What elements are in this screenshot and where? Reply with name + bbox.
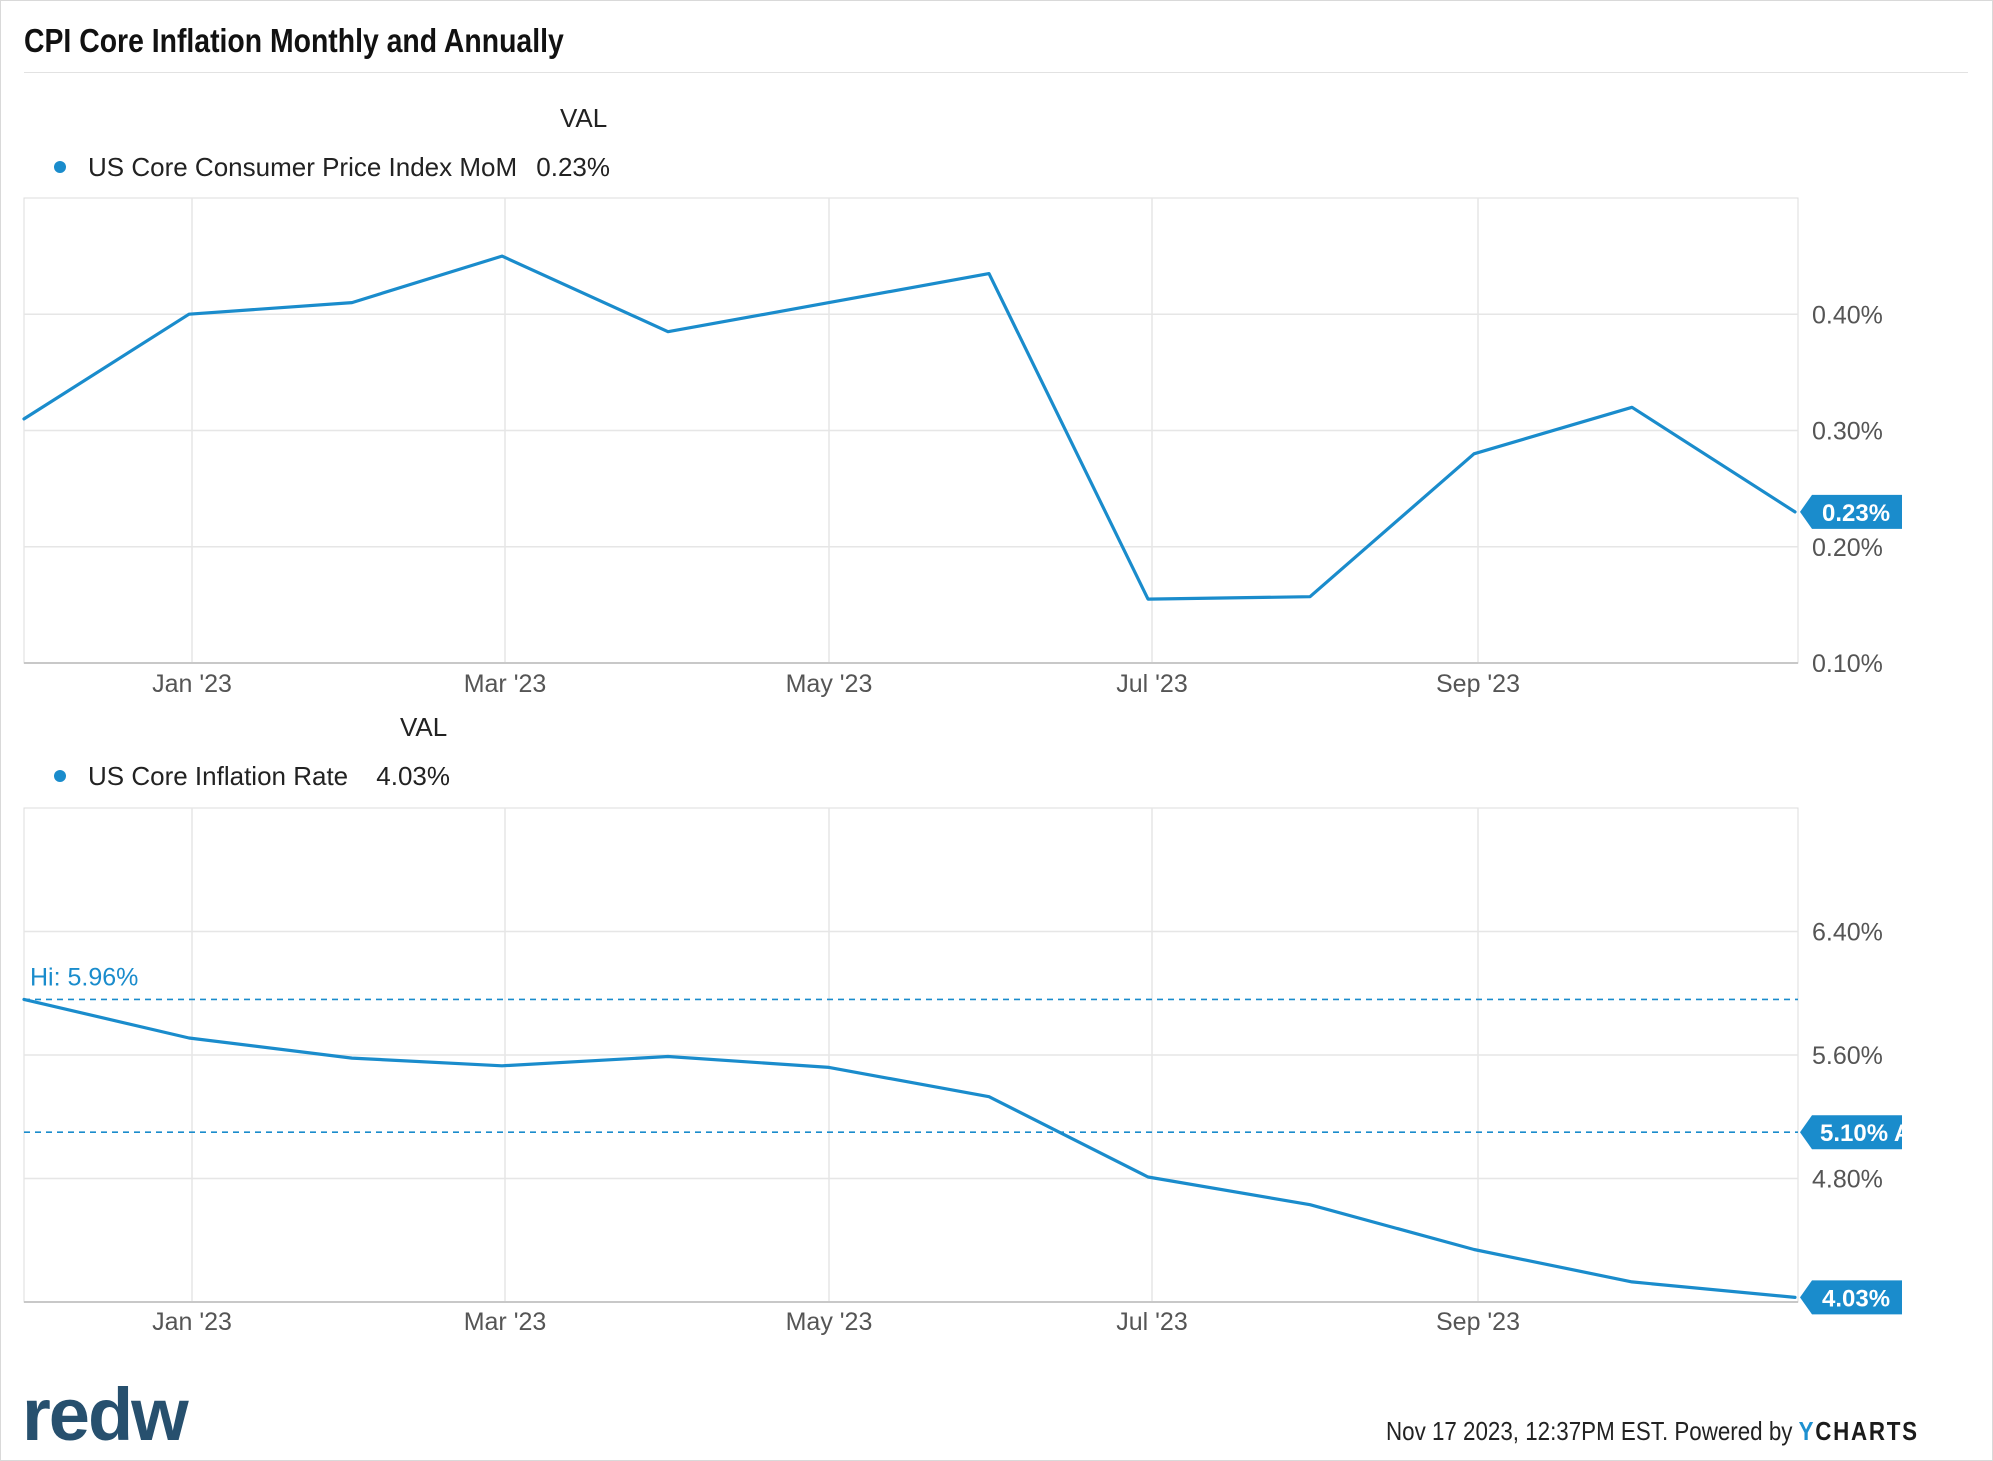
x-tick-label: Sep '23 bbox=[1436, 1308, 1520, 1336]
title-divider bbox=[24, 72, 1968, 73]
x-tick-label: Mar '23 bbox=[464, 1308, 547, 1336]
x-tick-label: Jul '23 bbox=[1116, 670, 1187, 698]
hi-label: Hi: 5.96% bbox=[30, 963, 138, 991]
avg-badge bbox=[1800, 1115, 1902, 1150]
y-tick-label: 0.20% bbox=[1812, 534, 1883, 562]
x-tick-label: Jan '23 bbox=[152, 670, 232, 698]
x-tick-label: Mar '23 bbox=[464, 670, 547, 698]
legend-val-header: VAL bbox=[560, 103, 607, 133]
series-line bbox=[22, 254, 1797, 601]
legend-value: 4.03% bbox=[376, 761, 450, 791]
ycharts-logo: YCHARTS bbox=[1798, 1416, 1919, 1446]
x-tick-label: May '23 bbox=[786, 670, 873, 698]
chart-panel-1: VAL US Core Consumer Price Index MoM 0.23%… bbox=[22, 103, 1902, 698]
legend-marker bbox=[54, 770, 66, 782]
y-tick-label: 0.10% bbox=[1812, 650, 1883, 678]
y-tick-label: 0.30% bbox=[1812, 418, 1883, 446]
chart-title: CPI Core Inflation Monthly and Annually bbox=[24, 22, 564, 59]
series-line bbox=[22, 997, 1797, 1299]
end-value-badge bbox=[1800, 1280, 1902, 1315]
legend-series-name: US Core Consumer Price Index MoM bbox=[88, 152, 517, 182]
legend-series-name: US Core Inflation Rate bbox=[88, 761, 348, 791]
y-tick-label: 6.40% bbox=[1812, 919, 1883, 947]
y-tick-label: 4.80% bbox=[1812, 1166, 1883, 1194]
legend-val-header: VAL bbox=[400, 712, 447, 742]
x-tick-label: May '23 bbox=[786, 1308, 873, 1336]
footer-credit: Nov 17 2023, 12:37PM EST. Powered by YCH… bbox=[1386, 1416, 1919, 1447]
chart-panel-2: VAL US Core Inflation Rate 4.03% Jan '23 Mar… bbox=[22, 712, 1944, 1336]
end-value-label: 4.03% bbox=[1822, 1285, 1890, 1312]
end-value-badge bbox=[1800, 494, 1902, 529]
x-tick-label: Jul '23 bbox=[1116, 1308, 1187, 1336]
end-value-label: 0.23% bbox=[1822, 500, 1890, 527]
legend-marker bbox=[54, 161, 66, 173]
y-tick-label: 0.40% bbox=[1812, 301, 1883, 329]
footer-timestamp: Nov 17 2023, 12:37PM EST. Powered by bbox=[1386, 1416, 1793, 1446]
legend-value: 0.23% bbox=[536, 152, 610, 182]
y-tick-label: 5.60% bbox=[1812, 1042, 1883, 1070]
x-tick-label: Sep '23 bbox=[1436, 670, 1520, 698]
x-tick-label: Jan '23 bbox=[152, 1308, 232, 1336]
avg-badge-label: 5.10% AVG bbox=[1820, 1120, 1944, 1147]
redw-logo: redw bbox=[22, 1373, 189, 1456]
